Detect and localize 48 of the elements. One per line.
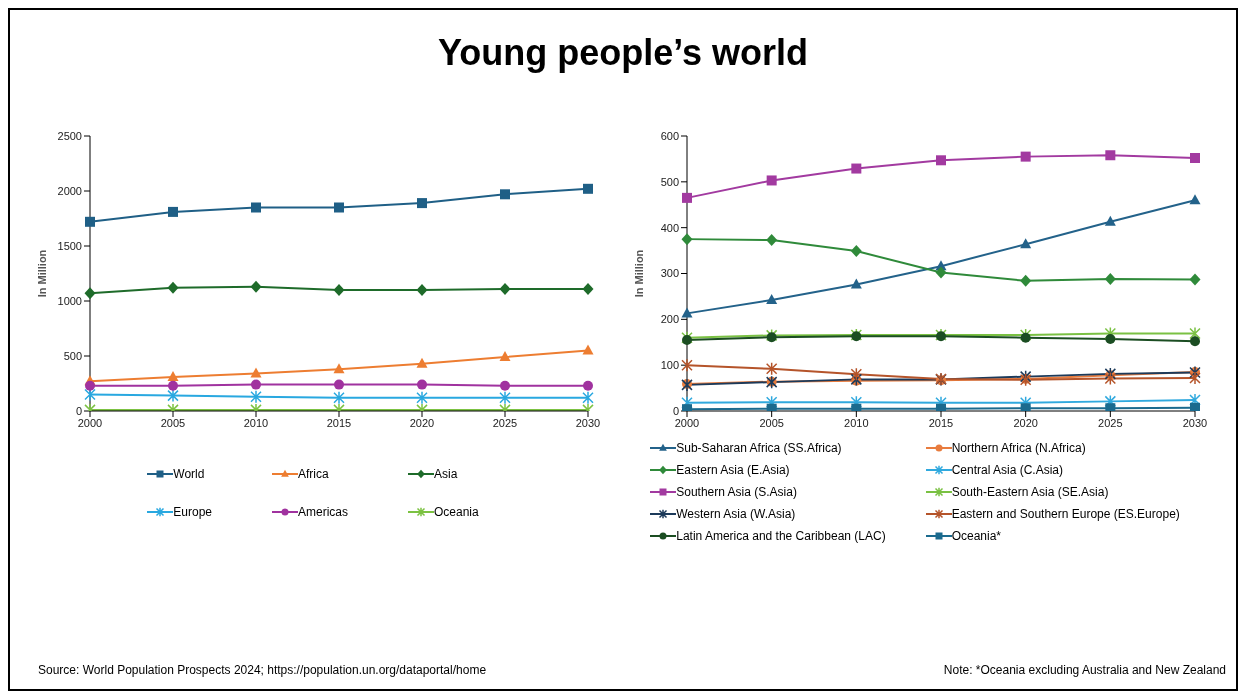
legend-label: Latin America and the Caribbean (LAC) bbox=[676, 529, 886, 543]
x-tick-label: 2005 bbox=[160, 416, 186, 429]
y-tick-label: 100 bbox=[660, 359, 679, 372]
x-tick-label: 2020 bbox=[409, 416, 435, 429]
y-tick-label: 300 bbox=[660, 267, 679, 280]
x-tick-label: 2020 bbox=[1013, 416, 1038, 429]
x-tick-label: 2000 bbox=[674, 416, 700, 429]
legend-label: Oceania bbox=[434, 505, 479, 519]
y-tick-label: 400 bbox=[660, 221, 679, 234]
x-tick-label: 2025 bbox=[1098, 416, 1123, 429]
y-axis-title: In Million bbox=[632, 249, 645, 298]
legend-label: South-Eastern Asia (SE.Asia) bbox=[951, 485, 1109, 499]
legend-label: World bbox=[173, 467, 205, 481]
x-tick-label: 2025 bbox=[492, 416, 518, 429]
x-tick-label: 2000 bbox=[77, 416, 103, 429]
legend-label: Asia bbox=[434, 467, 458, 481]
legend-label: Western Asia (W.Asia) bbox=[676, 507, 796, 521]
y-tick-label: 0 bbox=[75, 404, 82, 417]
x-tick-label: 2030 bbox=[1182, 416, 1208, 429]
legend-label: Oceania* bbox=[951, 529, 1002, 543]
y-tick-label: 1000 bbox=[57, 294, 82, 307]
y-tick-label: 0 bbox=[672, 404, 679, 417]
y-tick-label: 600 bbox=[660, 129, 679, 142]
y-tick-label: 200 bbox=[660, 313, 679, 326]
x-tick-label: 2005 bbox=[759, 416, 784, 429]
x-tick-label: 2010 bbox=[243, 416, 269, 429]
y-tick-label: 2500 bbox=[57, 129, 82, 142]
legend-label: Europe bbox=[173, 505, 212, 519]
legend-label: Sub-Saharan Africa (SS.Africa) bbox=[676, 441, 842, 455]
x-tick-label: 2015 bbox=[928, 416, 954, 429]
x-tick-label: 2030 bbox=[575, 416, 601, 429]
y-tick-label: 1500 bbox=[57, 239, 82, 252]
x-tick-label: 2015 bbox=[326, 416, 352, 429]
legend-label: Eastern and Southern Europe (ES.Europe) bbox=[951, 507, 1180, 521]
text: Note: *Oceania excluding Australia and New Zealand bbox=[943, 663, 1226, 677]
source-note: Source: World Population Prospects 2024; https://population.un.org/dataportal/home bbox=[38, 663, 487, 677]
legend-label: Eastern Asia (E.Asia) bbox=[676, 463, 790, 477]
y-tick-label: 500 bbox=[63, 349, 82, 362]
chart-title: Young people’s world bbox=[437, 32, 809, 74]
y-tick-label: 500 bbox=[660, 175, 679, 188]
legend-label: Southern Asia (S.Asia) bbox=[676, 485, 797, 499]
y-axis-title: In Million bbox=[35, 249, 48, 298]
y-tick-label: 2000 bbox=[57, 184, 82, 197]
legend-label: Central Asia (C.Asia) bbox=[951, 463, 1064, 477]
legend-label: Northern Africa (N.Africa) bbox=[951, 441, 1086, 455]
legend-label: Americas bbox=[297, 505, 348, 519]
legend-label: Africa bbox=[297, 467, 329, 481]
x-tick-label: 2010 bbox=[844, 416, 869, 429]
